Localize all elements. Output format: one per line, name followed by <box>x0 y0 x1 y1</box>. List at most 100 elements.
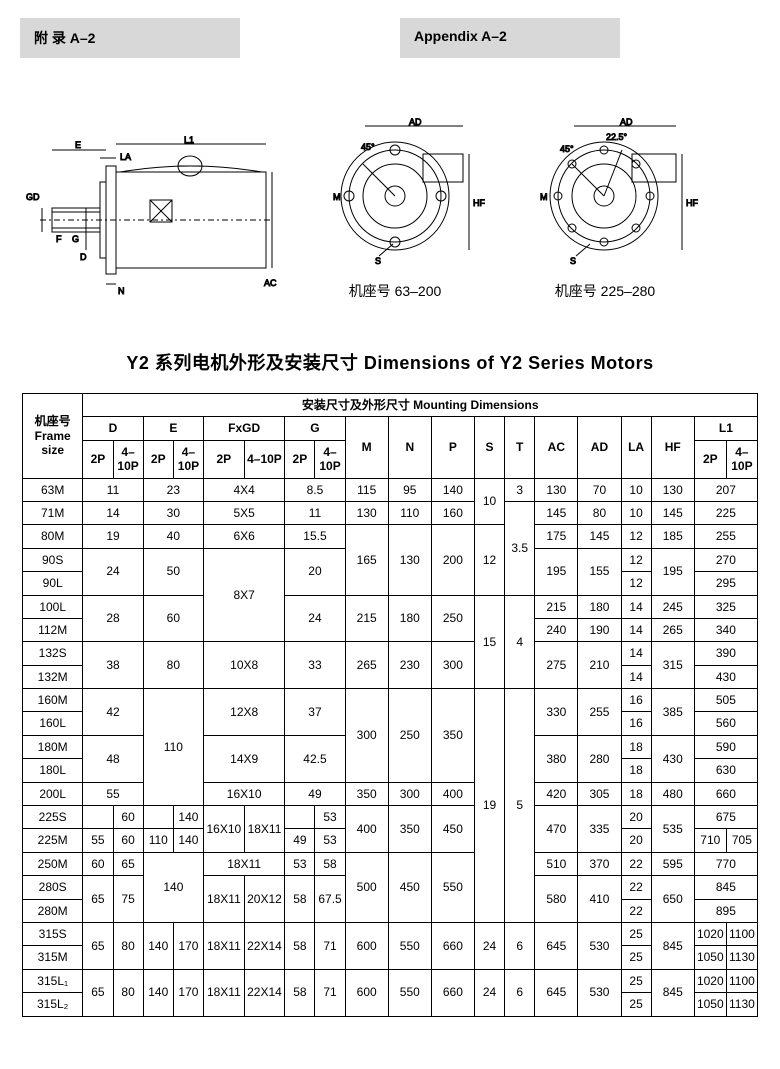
cell: 19 <box>474 689 504 923</box>
cell: 8.5 <box>285 478 345 501</box>
cell: 15.5 <box>285 525 345 548</box>
cell: 155 <box>578 548 621 595</box>
cell: 65 <box>83 876 113 923</box>
cell: 250 <box>388 689 431 783</box>
cell: 95 <box>388 478 431 501</box>
cell: 30 <box>143 501 203 524</box>
cell: 225S <box>23 806 83 829</box>
cell: 370 <box>578 852 621 875</box>
cell: 300 <box>388 782 431 805</box>
cell: 22 <box>621 899 651 922</box>
cell: 240 <box>535 618 578 641</box>
cell: 420 <box>535 782 578 805</box>
lbl-E: E <box>75 140 81 150</box>
th-F-410: 4–10P <box>244 440 285 478</box>
cell: 6 <box>505 969 535 1016</box>
th-AD: AD <box>578 417 621 478</box>
cell: 58 <box>315 852 345 875</box>
cell: 16 <box>621 712 651 735</box>
cell: 18 <box>621 782 651 805</box>
cell: 165 <box>345 525 388 595</box>
cell: 16X10 <box>204 782 285 805</box>
lbl3-a2: 22.5° <box>606 132 628 142</box>
cell: 500 <box>345 852 388 922</box>
cell: 12 <box>621 525 651 548</box>
cell: 530 <box>578 969 621 1016</box>
cell: 18X11 <box>204 876 245 923</box>
cell: 71 <box>315 969 345 1016</box>
cell: 37 <box>285 689 345 736</box>
cell: 770 <box>694 852 757 875</box>
cell: 195 <box>651 548 694 595</box>
th-LA: LA <box>621 417 651 478</box>
cell: 23 <box>143 478 203 501</box>
cell: 315L₂ <box>23 993 83 1016</box>
cell: 315 <box>651 642 694 689</box>
cell: 18X11 <box>204 852 285 875</box>
cell: 90L <box>23 572 83 595</box>
th-S: S <box>474 417 504 478</box>
cell: 12X8 <box>204 689 285 736</box>
cell: 1100 <box>726 969 757 992</box>
cell: 3 <box>505 478 535 501</box>
cell: 505 <box>694 689 757 712</box>
caption-2: 机座号 225–280 <box>510 281 700 301</box>
cell: 65 <box>83 922 113 969</box>
cell: 325 <box>694 595 757 618</box>
cell <box>285 806 315 829</box>
cell: 20 <box>621 806 651 829</box>
lbl2-AD: AD <box>409 118 422 127</box>
cell: 280 <box>578 735 621 782</box>
cell: 90S <box>23 548 83 571</box>
cell: 400 <box>345 806 388 853</box>
cell: 195 <box>535 548 578 595</box>
header-bars: 附 录 A–2 Appendix A–2 <box>20 18 760 58</box>
lbl3-S: S <box>570 256 576 266</box>
cell: 1050 <box>694 946 726 969</box>
cell: 200 <box>431 525 474 595</box>
cell: 200L <box>23 782 83 805</box>
cell: 140 <box>173 806 203 829</box>
diagram-flange-1: AD 45° M HF S 机座号 63–200 <box>305 118 485 301</box>
cell: 845 <box>694 876 757 899</box>
cell: 550 <box>388 969 431 1016</box>
cell: 20 <box>285 548 345 595</box>
cell: 53 <box>315 806 345 829</box>
cell: 1050 <box>694 993 726 1016</box>
cell: 12 <box>621 548 651 571</box>
cell: 180 <box>578 595 621 618</box>
cell: 110 <box>388 501 431 524</box>
cell: 11 <box>83 478 143 501</box>
table-row: 225S 60 140 16X10 18X11 53 400 350 450 4… <box>23 806 758 829</box>
cell: 895 <box>694 899 757 922</box>
cell: 705 <box>726 829 757 852</box>
cell: 650 <box>651 876 694 923</box>
cell: 710 <box>694 829 726 852</box>
cell: 430 <box>694 665 757 688</box>
cell: 10X8 <box>204 642 285 689</box>
cell: 22 <box>621 876 651 899</box>
caption-1: 机座号 63–200 <box>305 281 485 301</box>
flange2-svg: AD 45° 22.5° M HF S <box>510 118 700 268</box>
table-row: 100L 28 60 24 215 180 250 15 4 215 180 1… <box>23 595 758 618</box>
cell: 25 <box>621 993 651 1016</box>
cell: 14 <box>621 665 651 688</box>
cell: 42.5 <box>285 735 345 782</box>
cell: 280S <box>23 876 83 899</box>
th-P: P <box>431 417 474 478</box>
lbl-D: D <box>80 252 87 262</box>
cell: 14 <box>621 618 651 641</box>
cell: 215 <box>345 595 388 642</box>
cell: 63M <box>23 478 83 501</box>
th-F-2P: 2P <box>204 440 245 478</box>
cell: 300 <box>431 642 474 689</box>
cell: 470 <box>535 806 578 853</box>
cell: 38 <box>83 642 143 689</box>
th-D-410: 4–10P <box>113 440 143 478</box>
cell: 450 <box>431 806 474 853</box>
table-row: 160M 42 110 12X8 37 300 250 350 19 5 330… <box>23 689 758 712</box>
cell: 28 <box>83 595 143 642</box>
lbl3-AD: AD <box>620 118 633 127</box>
cell: 18 <box>621 759 651 782</box>
cell: 390 <box>694 642 757 665</box>
